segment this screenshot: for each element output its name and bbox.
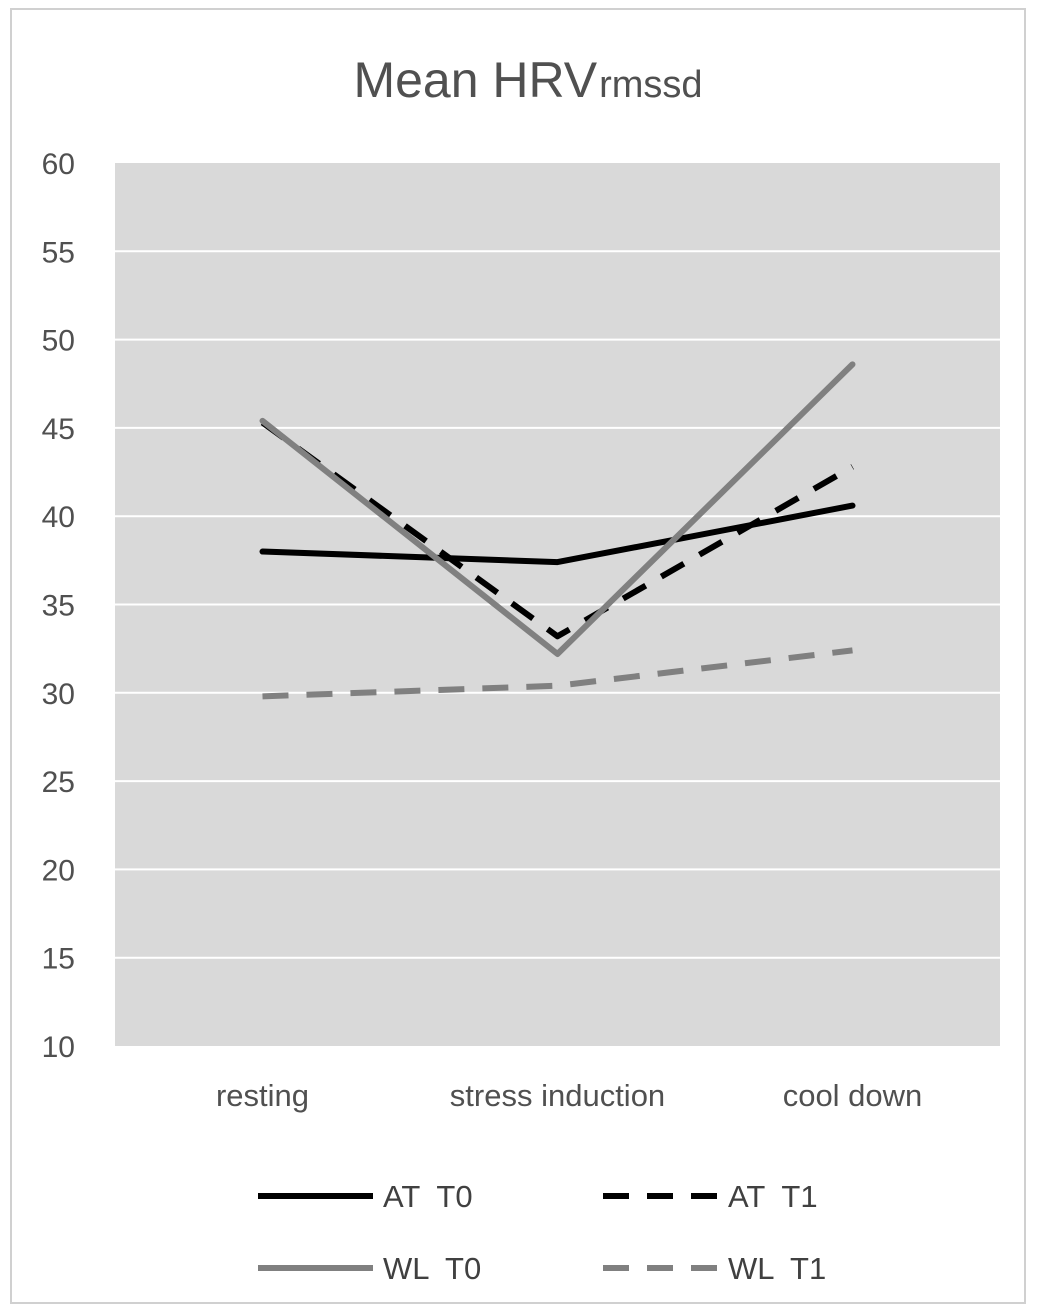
y-tick-label: 60: [42, 148, 75, 181]
legend-item: WL T1: [603, 1251, 826, 1286]
y-tick-label: 55: [42, 236, 75, 269]
legend-item: AT T0: [258, 1179, 473, 1214]
legend-label: AT T0: [383, 1179, 473, 1214]
x-tick-label: stress induction: [450, 1078, 665, 1113]
legend: AT T0 AT T1 WL T0 WL T1: [258, 1179, 826, 1286]
y-tick-label: 30: [42, 678, 75, 711]
series-lines: [259, 361, 856, 700]
x-axis-labels: resting stress induction cool down: [216, 1078, 922, 1113]
y-tick-label: 45: [42, 413, 75, 446]
legend-label: WL T1: [728, 1251, 826, 1286]
y-tick-label: 20: [42, 854, 75, 887]
y-tick-label: 15: [42, 943, 75, 976]
y-tick-label: 40: [42, 501, 75, 534]
gridlines: [115, 250, 1000, 959]
y-tick-label: 50: [42, 325, 75, 358]
x-tick-label: resting: [216, 1078, 309, 1113]
chart-title-subscript: rmssd: [599, 64, 702, 106]
chart-title-main: Mean HRV: [353, 52, 597, 108]
x-tick-label: cool down: [783, 1078, 923, 1113]
y-axis-ticks: 60 55 50 45 40 35 30 25 20 15 10: [42, 148, 75, 1064]
y-tick-label: 35: [42, 590, 75, 623]
y-tick-label: 10: [42, 1031, 75, 1064]
series-line-wl-t1: [262, 647, 853, 700]
legend-item: WL T0: [258, 1251, 481, 1286]
legend-label: WL T0: [383, 1251, 481, 1286]
y-tick-label: 25: [42, 766, 75, 799]
chart-title: Mean HRVrmssd: [353, 52, 702, 108]
legend-item: AT T1: [603, 1179, 818, 1214]
legend-label: AT T1: [728, 1179, 818, 1214]
